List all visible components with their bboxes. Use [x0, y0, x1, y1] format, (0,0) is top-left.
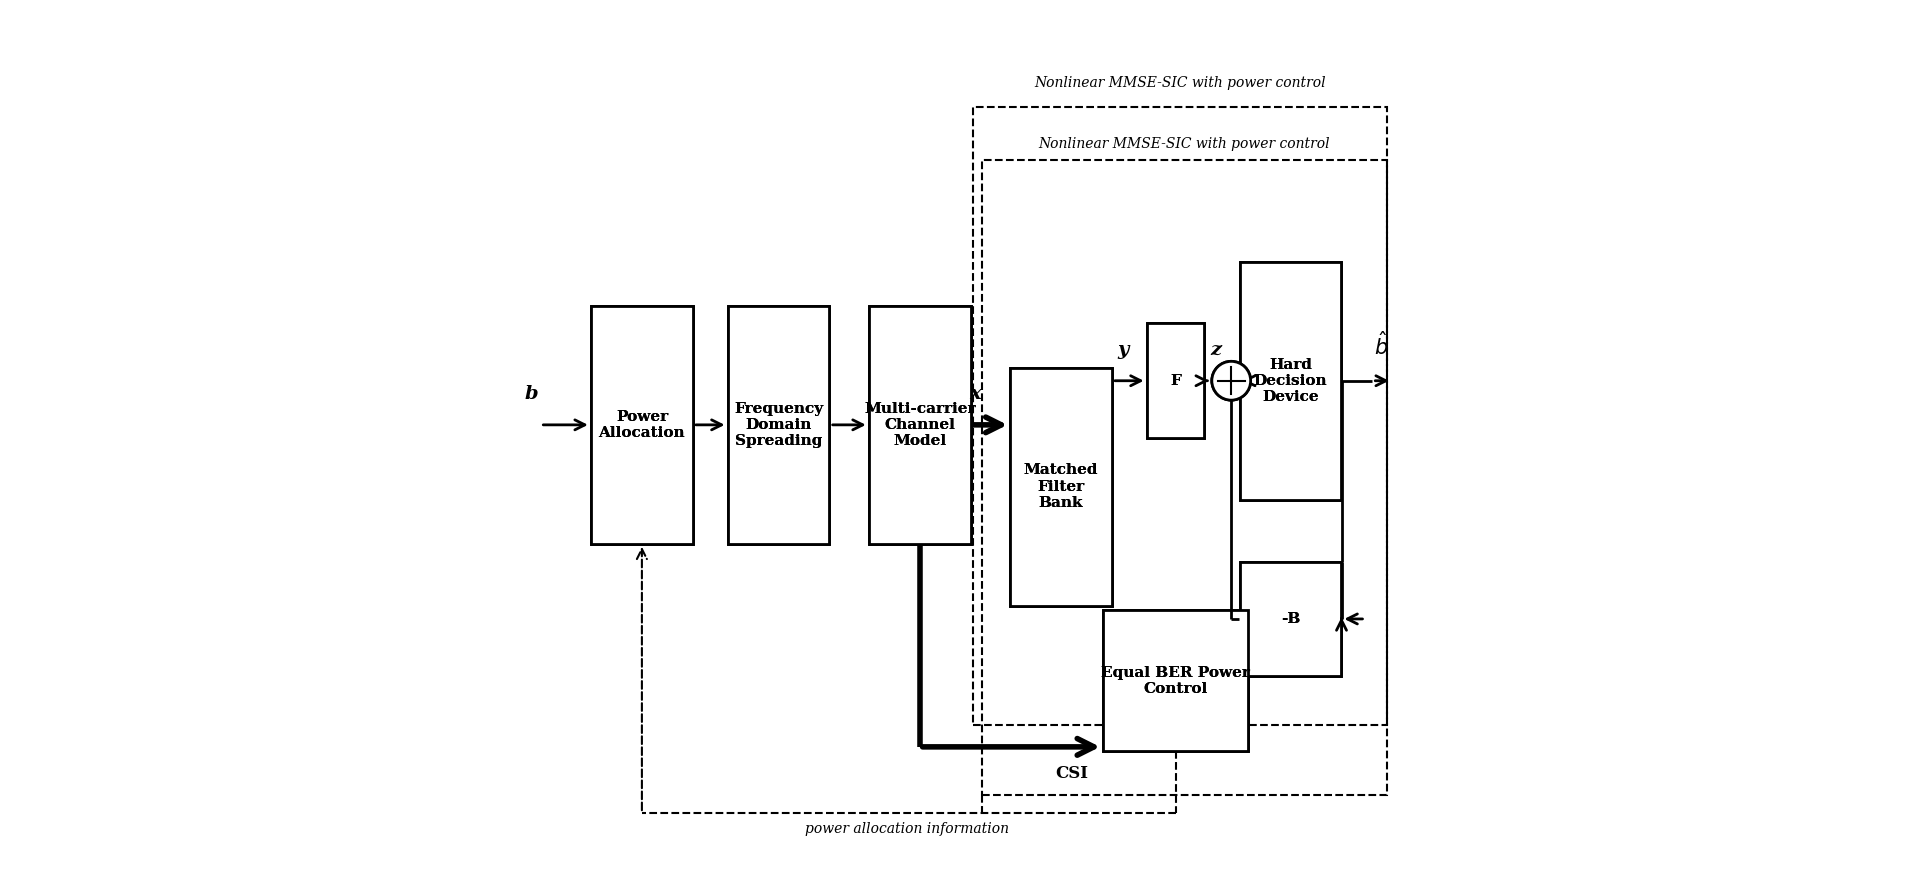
Text: Multi-carrier
Channel
Model: Multi-carrier Channel Model — [864, 402, 975, 448]
FancyBboxPatch shape — [1240, 562, 1341, 676]
Text: Nonlinear MMSE-SIC with power control: Nonlinear MMSE-SIC with power control — [1038, 137, 1330, 151]
Text: Multi-carrier
Channel
Model: Multi-carrier Channel Model — [864, 402, 975, 448]
FancyBboxPatch shape — [727, 305, 829, 544]
FancyBboxPatch shape — [1148, 323, 1205, 438]
Text: CSI: CSI — [1055, 765, 1088, 781]
Text: y: y — [1117, 341, 1128, 358]
Text: Frequency
Domain
Spreading: Frequency Domain Spreading — [735, 402, 823, 448]
Text: Hard
Decision
Device: Hard Decision Device — [1253, 358, 1328, 404]
FancyBboxPatch shape — [1148, 323, 1205, 438]
Text: power allocation information: power allocation information — [804, 822, 1009, 835]
FancyBboxPatch shape — [1103, 610, 1249, 751]
Text: -B: -B — [1280, 612, 1299, 626]
Text: -B: -B — [1280, 612, 1299, 626]
FancyBboxPatch shape — [591, 305, 693, 544]
FancyBboxPatch shape — [869, 305, 971, 544]
FancyBboxPatch shape — [869, 305, 971, 544]
Text: Matched
Filter
Bank: Matched Filter Bank — [1023, 464, 1098, 510]
FancyBboxPatch shape — [1240, 262, 1341, 500]
Text: Equal BER Power
Control: Equal BER Power Control — [1102, 666, 1249, 696]
Text: Nonlinear MMSE-SIC with power control: Nonlinear MMSE-SIC with power control — [1034, 75, 1326, 89]
Text: x: x — [969, 385, 981, 403]
Text: F: F — [1171, 373, 1180, 388]
FancyBboxPatch shape — [1009, 367, 1111, 605]
Circle shape — [1211, 361, 1251, 400]
FancyBboxPatch shape — [591, 305, 693, 544]
Text: Hard
Decision
Device: Hard Decision Device — [1253, 358, 1328, 404]
Text: Power
Allocation: Power Allocation — [599, 410, 685, 440]
Text: $\hat{b}$: $\hat{b}$ — [1374, 331, 1387, 358]
Text: b: b — [524, 385, 539, 403]
Text: z: z — [1209, 341, 1220, 358]
Text: Frequency
Domain
Spreading: Frequency Domain Spreading — [735, 402, 823, 448]
Text: +: + — [1224, 372, 1238, 389]
Text: F: F — [1171, 373, 1180, 388]
FancyBboxPatch shape — [1103, 610, 1249, 751]
FancyBboxPatch shape — [1240, 562, 1341, 676]
Text: Power
Allocation: Power Allocation — [599, 410, 685, 440]
Text: Equal BER Power
Control: Equal BER Power Control — [1102, 666, 1249, 696]
FancyBboxPatch shape — [1009, 367, 1111, 605]
Text: Matched
Filter
Bank: Matched Filter Bank — [1023, 464, 1098, 510]
FancyBboxPatch shape — [1240, 262, 1341, 500]
Circle shape — [1211, 361, 1251, 400]
FancyBboxPatch shape — [727, 305, 829, 544]
